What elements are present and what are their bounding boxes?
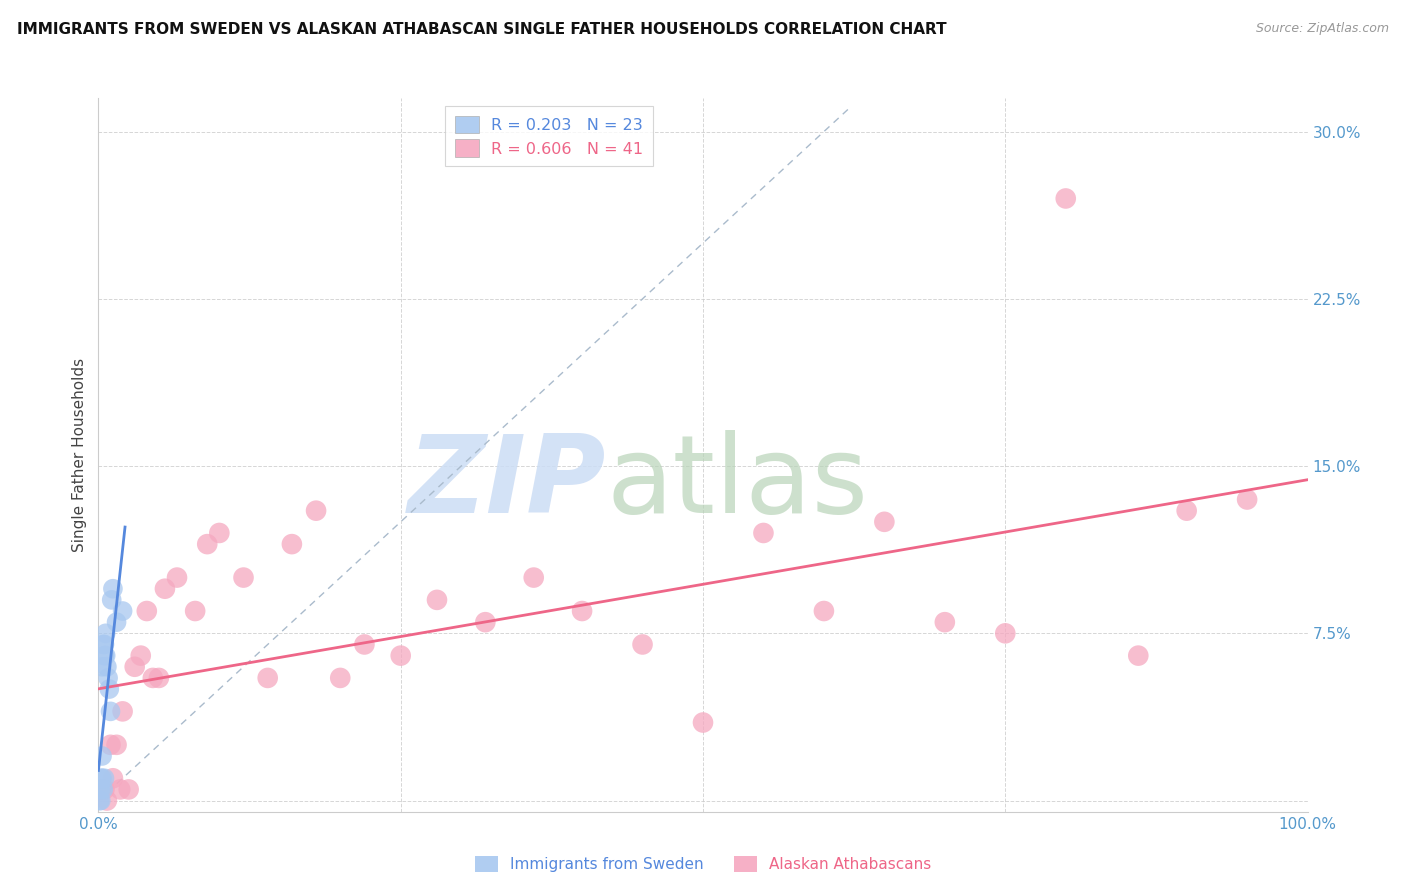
Point [631,637,654,651]
Point [389,648,412,663]
Text: ZIP: ZIP [408,431,606,536]
Point [305,503,328,517]
Point [692,715,714,730]
Point [89,794,111,808]
Point [752,526,775,541]
Point [91,637,114,651]
Point [100,592,122,607]
Point [135,604,157,618]
Point [166,571,188,585]
Point [94,648,117,663]
Point [994,626,1017,640]
Point [98,681,121,696]
Text: IMMIGRANTS FROM SWEDEN VS ALASKAN ATHABASCAN SINGLE FATHER HOUSEHOLDS CORRELATIO: IMMIGRANTS FROM SWEDEN VS ALASKAN ATHABA… [17,22,946,37]
Point [523,571,546,585]
Point [474,615,496,630]
Point [90,782,112,797]
Point [148,671,170,685]
Point [94,626,117,640]
Point [1175,503,1198,517]
Point [91,749,114,764]
Text: Source: ZipAtlas.com: Source: ZipAtlas.com [1256,22,1389,36]
Point [1236,492,1258,507]
Point [96,660,118,674]
Point [101,771,124,786]
Point [426,592,449,607]
Point [129,648,152,663]
Point [256,671,278,685]
Point [97,671,120,685]
Point [329,671,352,685]
Point [934,615,956,630]
Legend: R = 0.203   N = 23, R = 0.606   N = 41: R = 0.203 N = 23, R = 0.606 N = 41 [444,106,652,167]
Point [91,771,114,786]
Point [89,782,111,797]
Point [91,660,114,674]
Point [142,671,165,685]
Point [91,782,114,797]
Point [93,782,115,797]
Point [108,782,131,797]
Point [96,794,118,808]
Point [111,604,134,618]
Point [873,515,896,529]
Point [90,782,112,797]
Y-axis label: Single Father Households: Single Father Households [72,358,87,552]
Point [571,604,593,618]
Point [813,604,835,618]
Text: atlas: atlas [606,431,869,536]
Point [353,637,375,651]
Legend: Immigrants from Sweden, Alaskan Athabascans: Immigrants from Sweden, Alaskan Athabasc… [467,848,939,880]
Point [90,794,112,808]
Point [105,738,128,752]
Point [184,604,207,618]
Point [100,705,122,719]
Point [1128,648,1150,663]
Point [281,537,304,551]
Point [208,526,231,541]
Point [93,771,115,786]
Point [195,537,218,551]
Point [93,637,115,651]
Point [153,582,176,596]
Point [101,582,124,596]
Point [93,648,115,663]
Point [1054,192,1077,206]
Point [232,571,254,585]
Point [124,660,146,674]
Point [118,782,141,797]
Point [105,615,128,630]
Point [100,738,122,752]
Point [90,771,112,786]
Point [111,705,134,719]
